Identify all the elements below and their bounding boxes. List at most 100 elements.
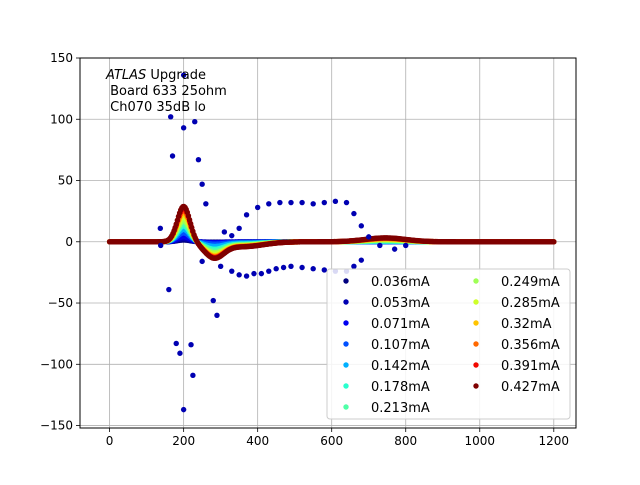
data-point <box>288 199 294 206</box>
data-point <box>157 225 164 231</box>
y-tick-label: −50 <box>48 296 73 310</box>
x-tick-label: 400 <box>246 434 269 448</box>
legend-marker <box>473 383 479 389</box>
data-point <box>157 242 164 249</box>
legend-item: 0.036mA <box>343 275 430 290</box>
data-point <box>288 263 294 269</box>
data-point <box>321 267 327 273</box>
data-point <box>391 246 398 252</box>
data-point <box>299 264 305 271</box>
data-point <box>358 257 365 263</box>
legend-label: 0.053mA <box>371 296 430 311</box>
data-point <box>321 199 327 206</box>
annotation-line-2: Board 633 25ohm <box>106 84 227 99</box>
data-point <box>551 239 557 245</box>
annotation-line-1: ATLAS Upgrade <box>105 68 206 83</box>
legend-label: 0.178mA <box>371 380 430 395</box>
annotation-line-3: Ch070 35dB lo <box>106 100 206 115</box>
legend-marker <box>473 320 479 326</box>
data-point <box>332 198 339 205</box>
data-point <box>177 350 183 356</box>
series-curves <box>106 203 557 262</box>
data-point <box>280 264 287 271</box>
data-point <box>310 266 316 272</box>
data-point <box>229 232 235 239</box>
legend: 0.036mA 0.053mA 0.071mA 0.107mA 0.142mA 0.178… <box>326 268 571 420</box>
y-tick-label: 50 <box>58 174 73 188</box>
data-point <box>310 201 316 207</box>
data-point <box>217 263 224 269</box>
legend-box <box>326 268 571 420</box>
legend-label: 0.356mA <box>501 338 560 353</box>
legend-marker <box>343 383 349 389</box>
legend-item: 0.107mA <box>343 338 430 353</box>
data-point <box>299 199 305 206</box>
data-point <box>188 341 194 348</box>
data-point <box>351 210 357 217</box>
data-point <box>180 125 187 131</box>
legend-label: 0.249mA <box>501 275 560 290</box>
data-point <box>199 258 205 265</box>
data-point <box>169 153 176 159</box>
data-point <box>214 312 220 318</box>
x-tick-label: 600 <box>320 434 343 448</box>
data-point <box>236 225 242 231</box>
data-point <box>273 266 279 272</box>
data-point <box>195 156 202 163</box>
legend-marker <box>473 278 479 284</box>
data-point <box>180 406 187 413</box>
legend-marker <box>473 362 479 368</box>
data-point <box>190 372 196 379</box>
annotation-rest: Upgrade <box>146 68 206 83</box>
data-point <box>173 340 179 347</box>
legend-label: 0.107mA <box>371 338 430 353</box>
legend-label: 0.32mA <box>501 317 552 332</box>
legend-label: 0.427mA <box>501 380 560 395</box>
legend-marker <box>343 362 349 368</box>
legend-item: 0.249mA <box>473 275 560 290</box>
data-point <box>254 204 261 211</box>
data-point <box>192 119 198 125</box>
data-point <box>166 286 172 293</box>
legend-item: 0.427mA <box>473 380 560 395</box>
data-point <box>351 263 357 269</box>
data-point <box>377 242 383 249</box>
data-point <box>277 199 283 206</box>
data-point <box>243 212 250 218</box>
data-point <box>358 223 365 229</box>
legend-item: 0.285mA <box>473 296 560 311</box>
data-point <box>258 270 265 277</box>
legend-label: 0.391mA <box>501 359 560 374</box>
legend-marker <box>343 278 349 284</box>
data-point <box>210 297 216 304</box>
legend-marker <box>343 404 349 410</box>
x-tick-label: 0 <box>106 434 114 448</box>
data-point <box>251 270 257 277</box>
legend-label: 0.285mA <box>501 296 560 311</box>
legend-marker <box>473 299 479 305</box>
data-point <box>243 273 250 279</box>
data-point <box>266 268 272 274</box>
legend-marker <box>343 299 349 305</box>
y-tick-label: 150 <box>50 51 73 65</box>
legend-label: 0.071mA <box>371 317 430 332</box>
legend-item: 0.071mA <box>343 317 430 332</box>
x-tick-label: 800 <box>394 434 417 448</box>
y-tick-label: 0 <box>65 235 73 249</box>
sparse-points <box>157 72 409 413</box>
axis-ticks: 0 200 400 600 800 1000 1200 −150 −100 −50 0 50 100 15… <box>40 51 569 448</box>
legend-marker <box>343 341 349 347</box>
y-tick-label: −150 <box>40 419 73 433</box>
annotation-italic: ATLAS <box>105 68 146 83</box>
legend-item: 0.053mA <box>343 296 430 311</box>
data-point <box>343 199 350 206</box>
legend-label: 0.142mA <box>371 359 430 374</box>
legend-item: 0.178mA <box>343 380 430 395</box>
legend-item: 0.213mA <box>343 401 430 416</box>
data-point <box>180 72 187 78</box>
legend-item: 0.356mA <box>473 338 560 353</box>
legend-item: 0.391mA <box>473 359 560 374</box>
x-tick-label: 1200 <box>539 434 570 448</box>
